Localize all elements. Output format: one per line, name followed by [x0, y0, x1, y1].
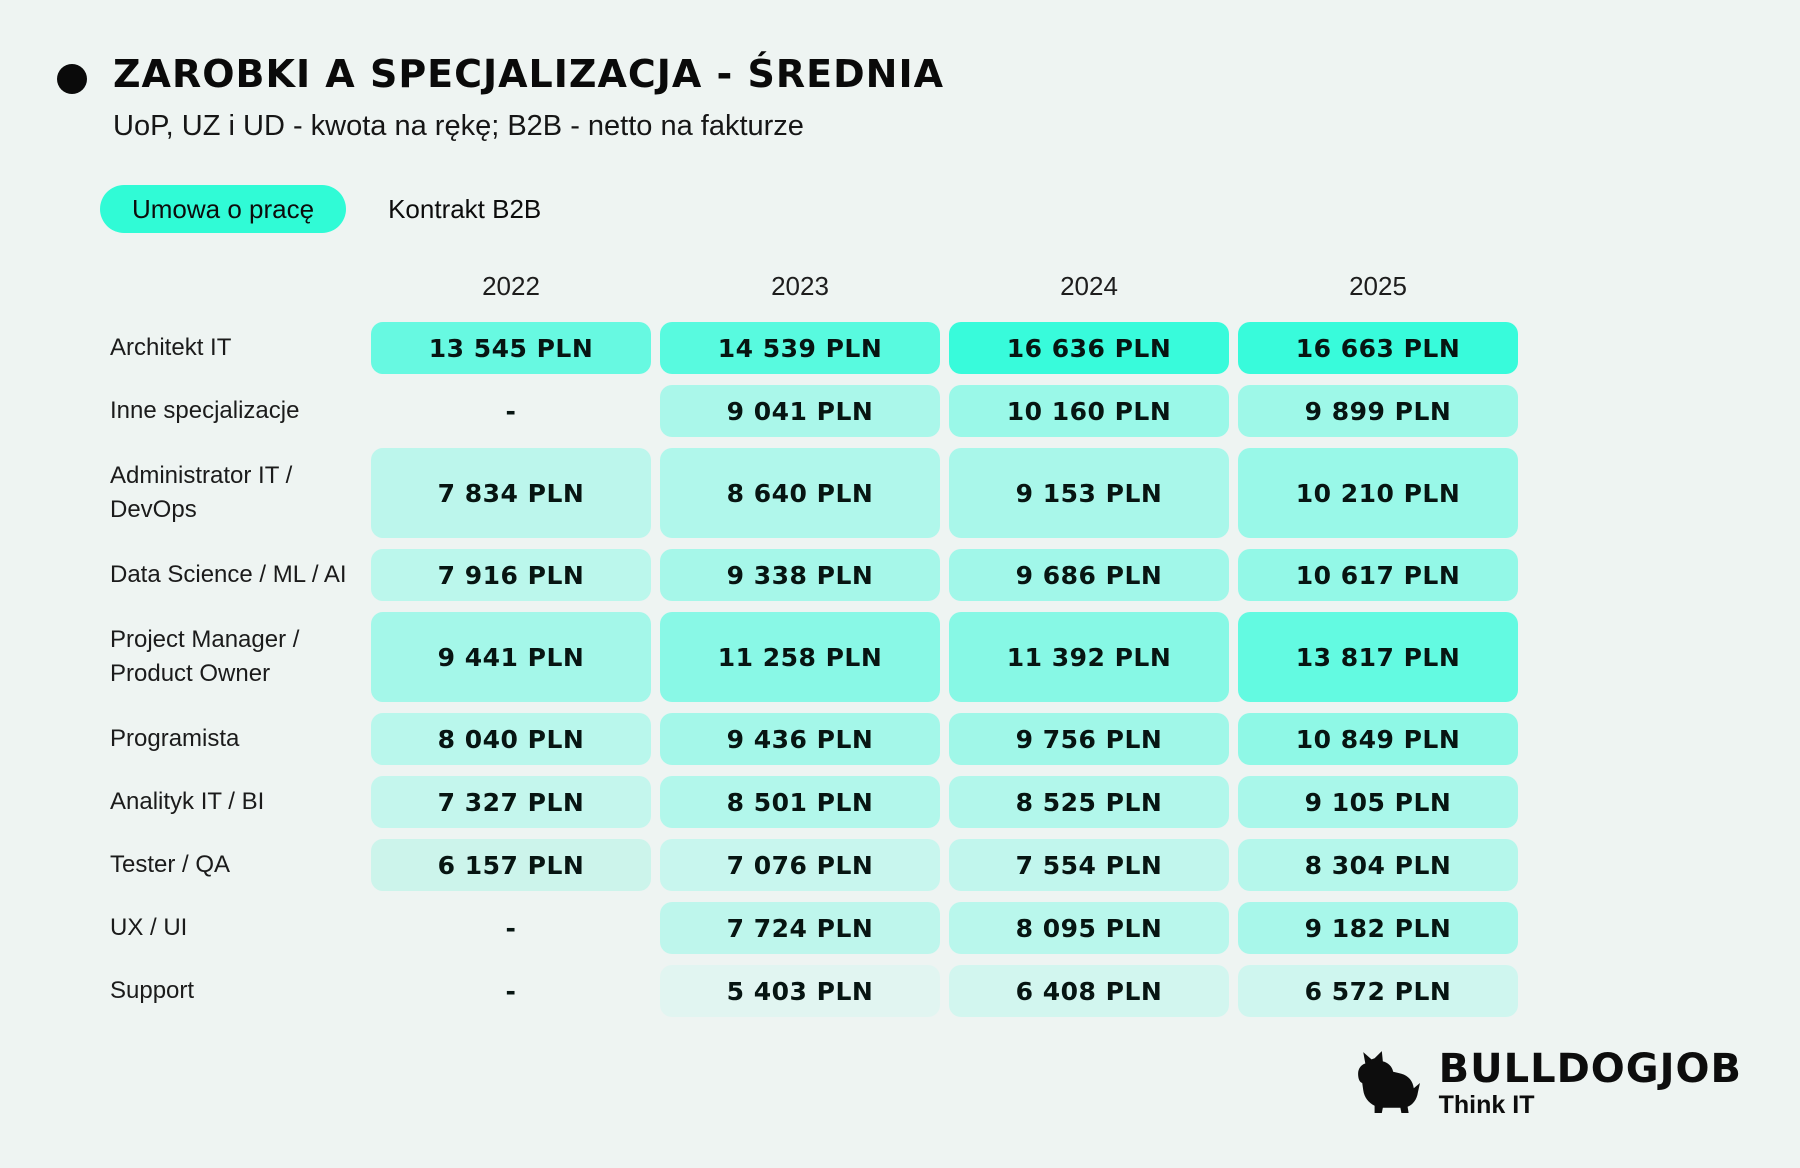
- row-label: Project Manager / Product Owner: [110, 626, 300, 687]
- value-cell: 7 834 PLN: [371, 448, 651, 538]
- table-row: Administrator IT / DevOps 7 834 PLN 8 64…: [110, 448, 1518, 538]
- page-subtitle: UoP, UZ i UD - kwota na rękę; B2B - nett…: [113, 110, 804, 142]
- tab-umowa-o-prace[interactable]: Umowa o pracę: [100, 185, 347, 233]
- table-row: Project Manager / Product Owner 9 441 PL…: [110, 612, 1518, 702]
- table-row: Architekt IT 13 545 PLN 14 539 PLN 16 63…: [110, 322, 1518, 374]
- row-label: Programista: [110, 725, 240, 753]
- bulldogjob-logo: BULLDOGJOB Think IT: [1355, 1044, 1742, 1124]
- value-cell: 6 408 PLN: [949, 965, 1229, 1017]
- value-cell: 9 899 PLN: [1238, 385, 1518, 437]
- value-cell: 9 041 PLN: [660, 385, 940, 437]
- table-row: Data Science / ML / AI 7 916 PLN 9 338 P…: [110, 549, 1518, 601]
- contract-type-tabs: Umowa o pracę Kontrakt B2B: [100, 185, 1800, 233]
- value-cell: -: [505, 396, 517, 426]
- value-cell: 9 338 PLN: [660, 549, 940, 601]
- value-cell: 16 636 PLN: [949, 322, 1229, 374]
- year-header-row: 2022 2023 2024 2025: [110, 271, 1518, 302]
- value-cell: 8 095 PLN: [949, 902, 1229, 954]
- value-cell: 7 916 PLN: [371, 549, 651, 601]
- year-header: 2024: [1060, 271, 1118, 301]
- value-cell: 10 617 PLN: [1238, 549, 1518, 601]
- value-cell: -: [505, 976, 517, 1006]
- row-label: Inne specjalizacje: [110, 397, 300, 425]
- row-label: Administrator IT / DevOps: [110, 462, 293, 523]
- table-row: UX / UI - 7 724 PLN 8 095 PLN 9 182 PLN: [110, 902, 1518, 954]
- value-cell: 9 436 PLN: [660, 713, 940, 765]
- salary-table: 2022 2023 2024 2025 Architekt IT 13 545 …: [110, 271, 1518, 1017]
- row-label: Analityk IT / BI: [110, 788, 265, 816]
- value-cell: 13 817 PLN: [1238, 612, 1518, 702]
- logo-tagline: Think IT: [1438, 1090, 1535, 1119]
- value-cell: 9 686 PLN: [949, 549, 1229, 601]
- value-cell: 5 403 PLN: [660, 965, 940, 1017]
- value-cell: 9 756 PLN: [949, 713, 1229, 765]
- value-cell: 11 392 PLN: [949, 612, 1229, 702]
- value-cell: 8 501 PLN: [660, 776, 940, 828]
- value-cell: 6 157 PLN: [371, 839, 651, 891]
- table-row: Support - 5 403 PLN 6 408 PLN 6 572 PLN: [110, 965, 1518, 1017]
- row-label: Data Science / ML / AI: [110, 561, 347, 589]
- table-row: Analityk IT / BI 7 327 PLN 8 501 PLN 8 5…: [110, 776, 1518, 828]
- value-cell: 11 258 PLN: [660, 612, 940, 702]
- value-cell: 8 304 PLN: [1238, 839, 1518, 891]
- value-cell: 14 539 PLN: [660, 322, 940, 374]
- table-row: Tester / QA 6 157 PLN 7 076 PLN 7 554 PL…: [110, 839, 1518, 891]
- value-cell: 10 849 PLN: [1238, 713, 1518, 765]
- table-row: Programista 8 040 PLN 9 436 PLN 9 756 PL…: [110, 713, 1518, 765]
- value-cell: 16 663 PLN: [1238, 322, 1518, 374]
- header: ZAROBKI A SPECJALIZACJA - ŚREDNIA UoP, U…: [0, 0, 1800, 143]
- year-header: 2022: [482, 271, 540, 301]
- value-cell: 6 572 PLN: [1238, 965, 1518, 1017]
- bulldog-icon: [1355, 1044, 1421, 1124]
- value-cell: 7 554 PLN: [949, 839, 1229, 891]
- row-label: UX / UI: [110, 914, 188, 942]
- value-cell: 8 040 PLN: [371, 713, 651, 765]
- title-bullet-icon: [57, 64, 87, 94]
- value-cell: 13 545 PLN: [371, 322, 651, 374]
- page-title: ZAROBKI A SPECJALIZACJA - ŚREDNIA: [113, 52, 945, 96]
- value-cell: 8 525 PLN: [949, 776, 1229, 828]
- row-label: Support: [110, 977, 195, 1005]
- value-cell: 9 182 PLN: [1238, 902, 1518, 954]
- value-cell: 10 160 PLN: [949, 385, 1229, 437]
- value-cell: -: [505, 913, 517, 943]
- row-label: Tester / QA: [110, 851, 231, 879]
- tab-kontrakt-b2b[interactable]: Kontrakt B2B: [388, 193, 542, 224]
- value-cell: 9 441 PLN: [371, 612, 651, 702]
- value-cell: 10 210 PLN: [1238, 448, 1518, 538]
- year-header: 2023: [771, 271, 829, 301]
- table-row: Inne specjalizacje - 9 041 PLN 10 160 PL…: [110, 385, 1518, 437]
- value-cell: 8 640 PLN: [660, 448, 940, 538]
- value-cell: 7 327 PLN: [371, 776, 651, 828]
- row-label: Architekt IT: [110, 334, 232, 362]
- year-header-spacer: [110, 271, 362, 302]
- value-cell: 7 076 PLN: [660, 839, 940, 891]
- year-header: 2025: [1349, 271, 1407, 301]
- value-cell: 9 105 PLN: [1238, 776, 1518, 828]
- value-cell: 9 153 PLN: [949, 448, 1229, 538]
- logo-name: BULLDOGJOB: [1438, 1045, 1742, 1092]
- value-cell: 7 724 PLN: [660, 902, 940, 954]
